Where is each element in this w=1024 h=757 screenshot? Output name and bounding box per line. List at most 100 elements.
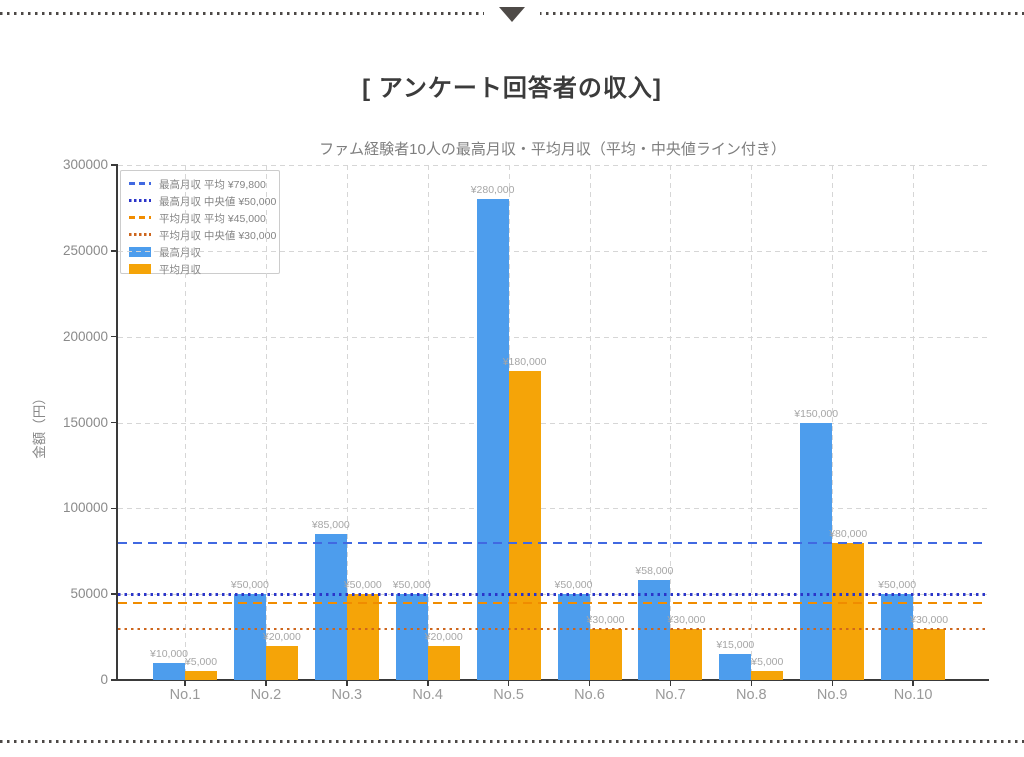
reference-line [118,627,987,630]
legend-row: 平均月収 中央値 ¥30,000 [121,226,279,243]
bar-value-label: ¥50,000 [230,579,269,592]
x-tick-mark [831,681,833,686]
x-tick-mark [265,681,267,686]
bar-value-label: ¥180,000 [502,356,547,368]
h-gridline [118,250,987,252]
reference-line [118,542,987,544]
bar-最高月収-No.1 [153,662,185,680]
legend-row: 最高月収 中央値 ¥50,000 [121,192,279,209]
down-triangle-icon [499,7,525,22]
bar-最高月収-No.5 [476,199,509,680]
page-title: [ アンケート回答者の収入] [362,75,662,102]
v-gridline [751,165,753,680]
y-tick-mark [111,679,116,681]
x-tick-mark [588,681,591,686]
x-tick-mark [750,681,753,686]
bar-value-label: ¥10,000 [150,647,188,660]
x-tick-mark [669,681,672,686]
y-tick-mark [111,250,116,252]
bar-平均月収-No.5 [508,371,541,680]
bar-平均月収-No.4 [427,645,460,680]
legend-line-sample [129,233,151,236]
y-tick-mark [111,164,116,166]
x-tick-label: No.9 [816,687,848,703]
y-tick-label: 200000 [62,328,108,344]
reference-line [118,601,987,604]
bar-value-label: ¥5,000 [184,656,218,669]
legend-label: 最高月収 平均 ¥79,800 [159,179,266,191]
chart-legend: 最高月収 平均 ¥79,800 最高月収 中央値 ¥50,000 平均月収 平均 ¥… [120,170,280,277]
v-gridline [185,165,186,680]
bar-平均月収-No.2 [265,645,298,680]
bar-value-label: ¥80,000 [829,527,868,540]
legend-line-sample [129,216,151,219]
v-gridline [265,165,267,680]
bar-value-label: ¥20,000 [262,630,301,643]
x-tick-mark [346,681,348,686]
bar-最高月収-No.6 [557,594,590,680]
x-tick-mark [184,681,186,686]
bar-value-label: ¥50,000 [554,579,593,592]
bar-value-label: ¥15,000 [716,639,755,652]
v-gridline [589,165,591,680]
bar-最高月収-No.7 [638,580,671,680]
x-tick-label: No.2 [250,687,282,703]
bar-平均月収-No.8 [751,671,784,680]
bar-value-label: ¥85,000 [311,519,350,532]
bar-value-label: ¥50,000 [343,579,382,592]
h-gridline [118,508,987,510]
legend-label: 最高月収 中央値 ¥50,000 [159,196,277,208]
bar-value-label: ¥280,000 [470,184,515,197]
v-gridline [346,165,348,680]
legend-label: 平均月収 [159,264,201,276]
x-tick-label: No.4 [412,687,443,703]
x-tick-label: No.5 [493,687,524,703]
legend-line-sample [129,182,151,185]
bar-平均月収-No.3 [346,594,379,680]
legend-row: 平均月収 平均 ¥45,000 [121,209,279,226]
bar-平均月収-No.10 [913,628,946,680]
bar-value-label: ¥58,000 [635,565,674,578]
bar-value-label: ¥20,000 [424,630,463,643]
legend-row: 最高月収 平均 ¥79,800 [121,175,279,192]
v-gridline [670,165,672,680]
y-axis-line [116,164,118,681]
legend-swatch [129,264,151,274]
legend-label: 平均月収 平均 ¥45,000 [159,213,266,225]
legend-row: 平均月収 [121,260,279,277]
h-gridline [118,336,987,338]
y-tick-label: 0 [100,672,108,687]
bar-平均月収-No.9 [832,542,865,680]
y-tick-label: 100000 [62,500,108,516]
chart-title: ファム経験者10人の最高月収・平均月収（平均・中央値ライン付き） [319,141,786,158]
x-tick-label: No.6 [574,687,605,703]
bar-value-label: ¥50,000 [878,579,917,592]
x-tick-label: No.1 [169,687,201,703]
x-tick-label: No.10 [893,687,933,703]
x-tick-mark [912,681,914,686]
legend-label: 最高月収 [159,247,201,259]
bar-最高月収-No.8 [719,654,752,681]
bar-平均月収-No.6 [589,628,622,680]
x-tick-mark [427,681,429,686]
reference-line [118,593,987,596]
x-axis-line [116,679,989,681]
y-tick-label: 50000 [70,586,108,602]
bar-最高月収-No.9 [800,422,833,680]
v-gridline [913,165,915,680]
x-tick-mark [507,681,510,686]
bar-value-label: ¥50,000 [392,579,431,592]
x-tick-label: No.8 [735,687,767,703]
y-tick-label: 150000 [62,414,108,430]
bottom-dotted-border [0,740,1024,743]
x-tick-label: No.7 [655,687,686,703]
bar-value-label: ¥30,000 [667,613,706,626]
y-tick-label: 250000 [62,242,108,258]
h-gridline [118,165,987,166]
bar-value-label: ¥5,000 [751,656,784,669]
bar-value-label: ¥30,000 [910,613,949,626]
legend-line-sample [129,199,151,202]
y-tick-mark [111,335,116,338]
